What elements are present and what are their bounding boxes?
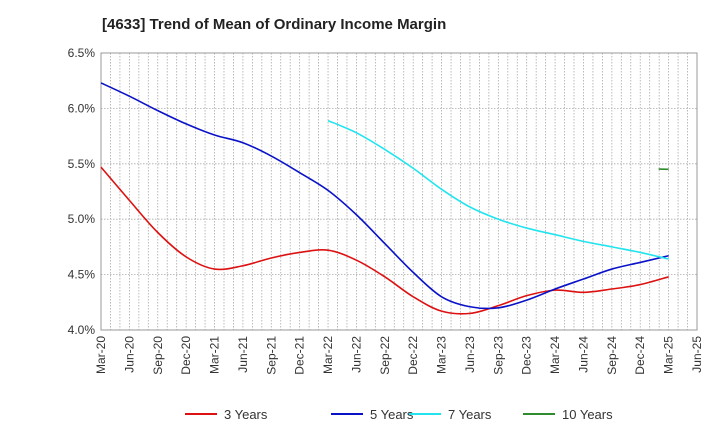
legend-label-3-years: 3 Years [224,407,268,422]
legend-label-7-years: 7 Years [448,407,492,422]
x-tick-label: Dec-23 [520,336,534,375]
x-tick-label: Mar-20 [94,336,108,374]
y-tick-label: 5.5% [68,157,96,171]
x-tick-label: Dec-22 [406,336,420,375]
x-tick-label: Dec-21 [293,336,307,375]
x-tick-label: Sep-22 [378,336,392,375]
legend-label-10-years: 10 Years [562,407,613,422]
x-tick-label: Mar-23 [435,336,449,374]
series-line-5-years [100,82,669,310]
x-tick-label: Jun-23 [463,336,477,373]
x-tick-label: Jun-25 [690,336,704,373]
x-axis: Mar-20 Jun-20 Sep-20 Dec-20 Mar-21 Jun-21 Sep-… [94,336,704,375]
x-tick-label: Jun-22 [349,336,363,373]
x-tick-label: Sep-21 [264,336,278,375]
x-tick-label: Mar-24 [548,336,562,374]
y-tick-label: 5.0% [68,212,96,226]
grid-lines [101,53,697,330]
x-tick-label: Jun-21 [236,336,250,373]
chart-title: [4633] Trend of Mean of Ordinary Income … [102,16,447,33]
legend: 3 Years 5 Years 7 Years 10 Years [185,407,613,422]
series-line-7-years [327,119,669,260]
x-tick-label: Sep-24 [605,336,619,375]
x-tick-label: Mar-25 [662,336,676,374]
x-tick-label: Sep-23 [491,336,505,375]
series-line-3-years [100,166,669,315]
y-tick-label: 4.0% [68,323,96,337]
legend-label-5-years: 5 Years [370,407,414,422]
x-tick-label: Dec-20 [179,336,193,375]
x-tick-label: Mar-21 [208,336,222,374]
plot-area-border [100,52,698,331]
x-tick-label: Jun-20 [122,336,136,373]
y-tick-label: 6.5% [68,46,96,60]
y-axis: 6.5% 6.0% 5.5% 5.0% 4.5% 4.0% [68,46,96,337]
x-tick-label: Sep-20 [151,336,165,375]
y-tick-label: 4.5% [68,268,96,282]
x-tick-label: Dec-24 [633,336,647,375]
y-tick-label: 6.0% [68,101,96,115]
x-tick-label: Mar-22 [321,336,335,374]
series-lines [100,82,669,315]
x-tick-label: Jun-24 [576,336,590,373]
